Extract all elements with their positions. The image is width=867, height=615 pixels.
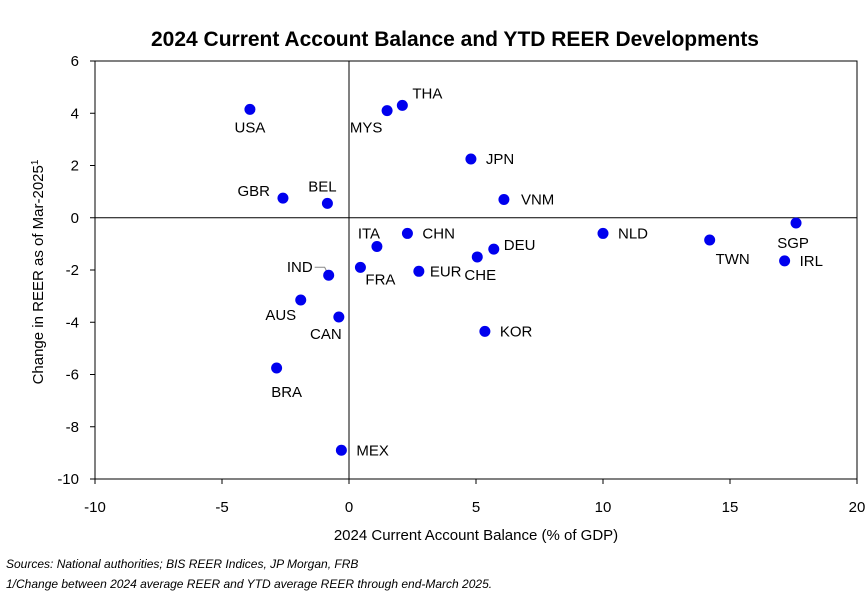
sources-footnote: Sources: National authorities; BIS REER … (6, 557, 359, 571)
label-jpn: JPN (486, 151, 514, 168)
y-tick-label: -6 (66, 367, 79, 384)
x-axis-ticks: -10 -5 0 5 10 15 20 (84, 479, 865, 516)
label-ind: IND (287, 259, 313, 276)
point-twn (704, 234, 716, 246)
y-axis-label: Change in REER as of Mar-20251 (30, 159, 48, 384)
point-bra (271, 362, 283, 374)
x-tick-label: -10 (84, 499, 106, 516)
label-nld: NLD (618, 225, 648, 242)
x-tick-label: 10 (595, 499, 612, 516)
y-tick-label: -4 (66, 314, 79, 331)
point-ita (371, 240, 383, 252)
label-che: CHE (464, 267, 496, 284)
x-tick-label: 5 (472, 499, 480, 516)
y-tick-label: 6 (71, 53, 79, 70)
point-gbr (277, 192, 289, 204)
y-tick-label: -2 (66, 262, 79, 279)
label-sgp: SGP (777, 235, 809, 252)
point-che (471, 251, 483, 263)
point-can (333, 311, 345, 323)
label-twn: TWN (716, 251, 750, 268)
label-deu: DEU (504, 237, 536, 254)
label-bra: BRA (271, 384, 302, 401)
point-fra (354, 261, 366, 273)
point-eur (413, 265, 425, 277)
label-bel: BEL (308, 178, 336, 195)
point-usa (244, 103, 256, 115)
point-kor (479, 325, 491, 337)
y-tick-label: -8 (66, 419, 79, 436)
point-deu (488, 243, 500, 255)
point-nld (597, 227, 609, 239)
label-vnm: VNM (521, 191, 554, 208)
point-ind (323, 269, 335, 281)
x-tick-label: 0 (345, 499, 353, 516)
point-sgp (790, 217, 802, 229)
label-chn: CHN (422, 225, 455, 242)
y-axis-ticks: 6 4 2 0 -2 -4 -6 -8 -10 (57, 53, 95, 488)
x-tick-label: 20 (849, 499, 866, 516)
label-mex: MEX (356, 442, 389, 459)
point-irl (779, 255, 791, 267)
point-chn (401, 227, 413, 239)
label-fra: FRA (365, 271, 395, 288)
point-mex (335, 444, 347, 456)
y-tick-label: 0 (71, 210, 79, 227)
label-mys: MYS (350, 120, 383, 137)
label-kor: KOR (500, 323, 533, 340)
y-tick-label: 2 (71, 158, 79, 175)
point-bel (321, 197, 333, 209)
y-axis-label-superscript: 1 (30, 159, 41, 165)
label-eur: EUR (430, 263, 462, 280)
definition-footnote: 1/Change between 2024 average REER and Y… (6, 577, 493, 591)
label-leader-lines (314, 266, 328, 272)
y-tick-label: -10 (57, 471, 79, 488)
x-tick-label: -5 (215, 499, 228, 516)
label-irl: IRL (800, 253, 823, 270)
label-can: CAN (310, 326, 342, 343)
x-axis-label: 2024 Current Account Balance (% of GDP) (334, 527, 618, 544)
point-tha (396, 99, 408, 111)
x-tick-label: 15 (722, 499, 739, 516)
point-jpn (465, 153, 477, 165)
data-points (244, 99, 802, 456)
y-tick-label: 4 (71, 105, 79, 122)
point-aus (295, 294, 307, 306)
y-axis-label-text: Change in REER as of Mar-2025 (30, 165, 47, 384)
label-ita: ITA (358, 225, 380, 242)
label-usa: USA (235, 119, 266, 136)
point-vnm (498, 193, 510, 205)
point-mys (381, 105, 393, 117)
leader-ind (314, 266, 328, 272)
label-gbr: GBR (237, 183, 270, 200)
label-tha: THA (412, 85, 442, 102)
label-aus: AUS (265, 307, 296, 324)
chart-title: 2024 Current Account Balance and YTD REE… (151, 28, 759, 51)
